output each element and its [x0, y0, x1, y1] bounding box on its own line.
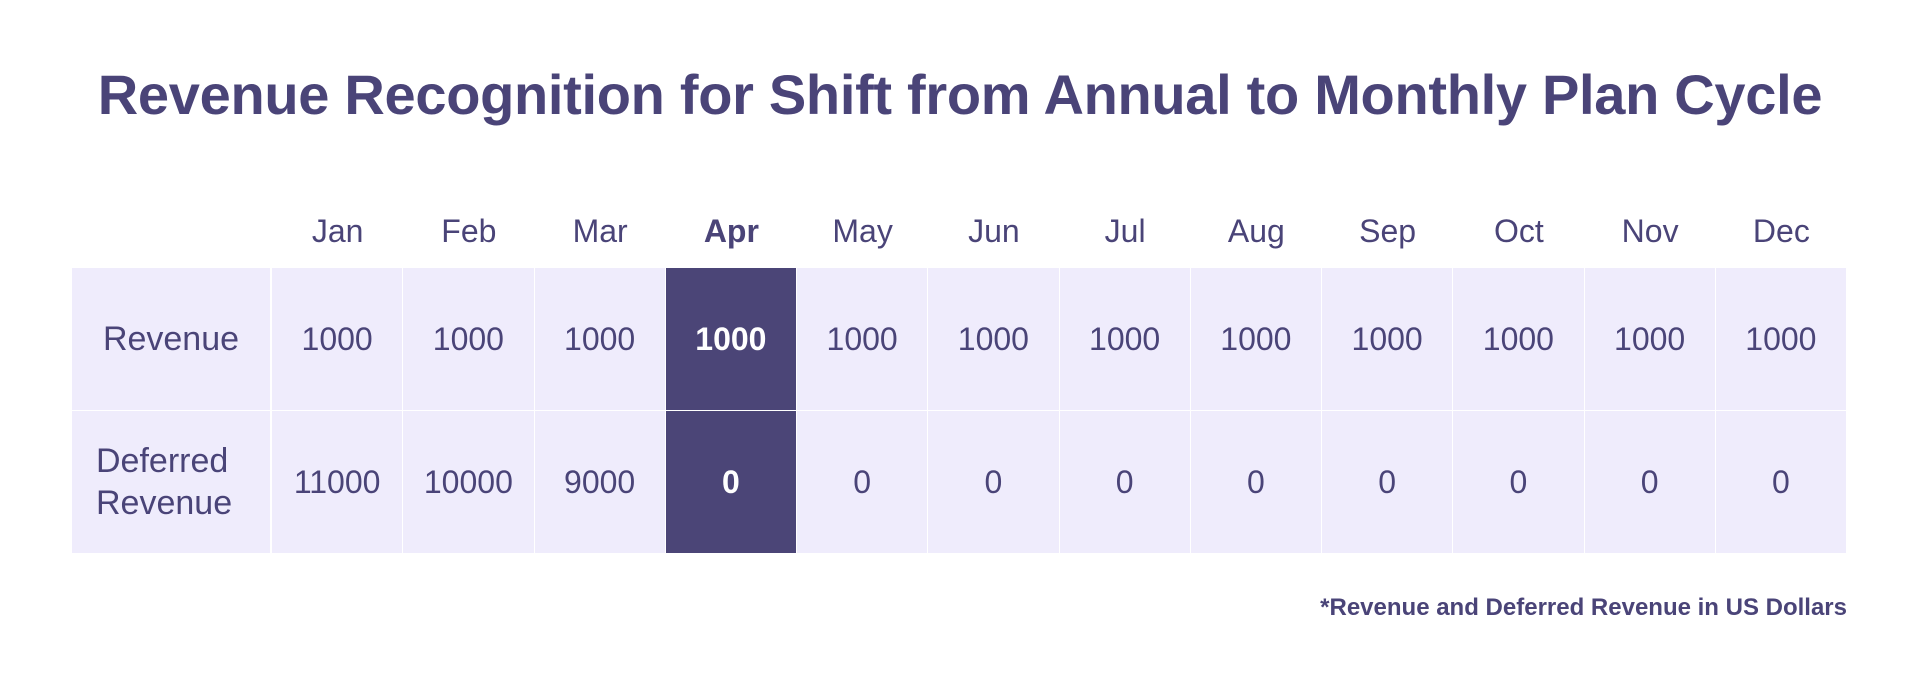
column-header-sep: Sep [1359, 212, 1417, 249]
column-header-nov: Nov [1621, 212, 1679, 249]
column-header-may: May [832, 212, 893, 249]
row-label-text: Deferred Revenue [96, 442, 233, 522]
table-cell: 0 [1584, 411, 1716, 554]
table-cell: 1000 [403, 268, 535, 411]
table-cell: 1000 [1190, 268, 1322, 411]
footnote: *Revenue and Deferred Revenue in US Doll… [1320, 594, 1847, 621]
table-cell: 1000 [797, 268, 929, 411]
table-cell: 0 [1190, 411, 1322, 554]
table-cell: 11000 [272, 411, 404, 554]
column-header-apr: Apr [703, 212, 759, 249]
table-cell: 1000 [1584, 268, 1716, 411]
table-cell: 1000 [1059, 268, 1191, 411]
table-cell: 0 [928, 411, 1060, 554]
table-cell: 1000 [1322, 268, 1454, 411]
column-header-feb: Feb [441, 212, 497, 249]
revenue-table: Jan Feb Mar Apr May Jun Jul Aug Sep Oct Nov Dec Reve… [72, 188, 1847, 554]
column-header-jan: Jan [311, 212, 364, 249]
column-header-mar: Mar [572, 212, 628, 249]
column-header-jul: Jul [1104, 212, 1146, 249]
table-corner [72, 188, 272, 268]
table-cell: 0 [1453, 411, 1585, 554]
table-cell: 10000 [403, 411, 535, 554]
table-cell: 9000 [534, 411, 666, 554]
table-cell: 0 [1715, 411, 1847, 554]
column-header-jun: Jun [968, 212, 1020, 249]
table-cell: 1000 [1715, 268, 1847, 411]
table-cell: 1000 [928, 268, 1060, 411]
table-cell: 0 [797, 411, 929, 554]
row-label-text: Revenue [102, 320, 240, 358]
column-header-dec: Dec [1752, 212, 1810, 249]
table-cell: 0 [1322, 411, 1454, 554]
column-header-oct: Oct [1493, 212, 1544, 249]
table-cell: 1000 [665, 268, 797, 411]
table-cell: 1000 [272, 268, 404, 411]
row-label: Deferred Revenue [72, 411, 272, 554]
table-cell: 1000 [534, 268, 666, 411]
column-header-aug: Aug [1227, 212, 1285, 249]
chart-title: Revenue Recognition for Shift from Annua… [97, 63, 1823, 126]
table-cell: 0 [665, 411, 797, 554]
table-cell: 1000 [1453, 268, 1585, 411]
table-cell: 0 [1059, 411, 1191, 554]
row-label: Revenue [72, 268, 272, 411]
